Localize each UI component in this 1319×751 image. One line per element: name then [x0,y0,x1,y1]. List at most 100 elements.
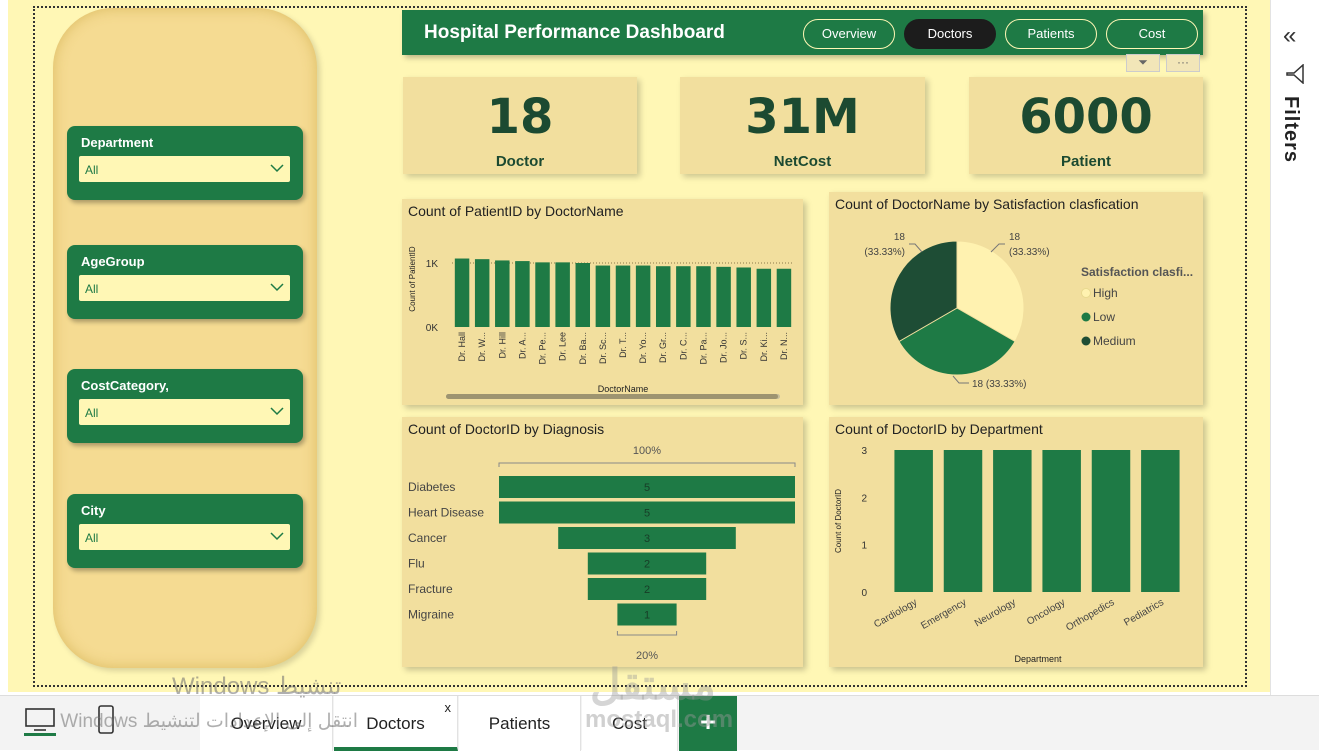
bar [575,263,591,327]
chevron-down-icon[interactable] [270,403,284,422]
nav-doctors-button[interactable]: Doctors [904,19,996,49]
filters-label: Filters [1280,96,1302,164]
chevron-down-icon[interactable] [270,160,284,179]
data-label: 1 [644,610,650,622]
bar [736,267,751,327]
more-options-icon[interactable]: ··· [1166,54,1200,72]
mobile-view-icon[interactable] [97,704,115,741]
funnel-bar [617,603,677,626]
filters-pane[interactable]: « Filters [1270,0,1319,695]
category-label: Heart Disease [408,506,484,520]
kpi-value: 31M [745,89,860,145]
x-tick-label: Dr. Ki... [759,332,769,362]
chart-card-diagnosis[interactable]: Count of DoctorID by Diagnosis 100% 5 Diab… [402,417,803,667]
chart-card-satisfaction[interactable]: Count of DoctorName by Satisfaction clas… [829,192,1203,405]
legend-entry: High [1093,286,1118,300]
nav-cost-button[interactable]: Cost [1106,19,1198,49]
bar [495,260,510,327]
category-label: Cancer [408,531,447,545]
x-axis-label: Department [1014,654,1062,664]
slicer-city[interactable]: City All [67,494,303,568]
bar [635,265,651,327]
nav-patients-button[interactable]: Patients [1005,19,1097,49]
x-tick-label: Dr. T... [618,332,628,358]
chart-title: Count of PatientID by DoctorName [408,203,624,219]
x-tick-label: Dr. W... [477,332,487,362]
funnel-chart-diagnosis: 100% 5 Diabetes 5 Heart Disease 3 Cancer 2 Flu 2 F… [408,445,796,662]
x-tick-label: Dr. S... [739,332,749,360]
y-tick-label: 1 [861,541,867,552]
filter-icon[interactable] [1284,63,1306,89]
desktop-view-icon[interactable] [24,706,56,736]
slicer-title: Department [81,135,154,150]
bar [894,450,933,592]
x-tick-label: Oncology [1025,597,1067,628]
bar [676,266,691,327]
x-tick-label: Dr. C... [678,332,688,360]
x-tick-label: Dr. Gr... [658,332,668,363]
x-tick-label: Dr. Lee [558,332,568,361]
funnel-bracket [616,631,678,636]
chevron-down-icon[interactable] [270,279,284,298]
funnel-top-label: 100% [633,445,661,457]
bar [454,258,470,327]
y-tick-label: 3 [861,446,867,457]
chart-title: Count of DoctorID by Diagnosis [408,421,605,437]
bar [776,268,792,327]
x-tick-label: Dr. Ba... [578,332,588,365]
collapse-chevrons-icon[interactable]: « [1283,22,1297,49]
add-page-button[interactable]: + [679,696,737,751]
data-label: 18 [1009,232,1021,243]
x-tick-label: Dr. N... [779,332,789,360]
tab-patients[interactable]: Patients [459,696,581,751]
y-tick-label: 2 [861,493,867,504]
slicer-dropdown[interactable]: All [79,275,290,301]
filter-visual-icon[interactable]: ⏷ [1126,54,1160,72]
pie-slice [898,307,1016,376]
legend-marker [1081,288,1091,298]
data-label: 2 [644,584,650,596]
chart-card-patients-by-doctor[interactable]: Count of PatientID by DoctorName 1K 0K Cou… [402,199,803,405]
bar [535,262,550,327]
x-axis-label: DoctorName [598,384,649,394]
x-tick-label: Dr. Jo... [719,332,729,363]
slicer-title: CostCategory, [81,378,169,393]
kpi-value: 18 [486,89,554,145]
data-label: 18 [894,232,906,243]
close-tab-icon[interactable]: x [444,700,452,715]
chart-title: Count of DoctorID by Department [835,421,1043,437]
dashboard-header: Hospital Performance Dashboard Overview … [402,10,1203,55]
y-tick-label: 0 [861,588,867,599]
slicer-dropdown[interactable]: All [79,156,290,182]
y-tick-label: 0K [426,323,439,334]
kpi-card-netcost: 31M NetCost [680,77,925,174]
kpi-card-patient: 6000 Patient [969,77,1203,174]
slicer-agegroup[interactable]: AgeGroup All [67,245,303,319]
nav-overview-button[interactable]: Overview [803,19,895,49]
tab-overview[interactable]: Overview [200,696,333,751]
chevron-down-icon[interactable] [270,528,284,547]
x-tick-label: Dr. A... [517,332,527,359]
bar [474,259,490,327]
tab-cost[interactable]: Cost [582,696,678,751]
x-tick-label: Emergency [919,597,968,632]
chart-card-department[interactable]: Count of DoctorID by Department 0 1 2 3 Coun… [829,417,1203,667]
slicer-department[interactable]: Department All [67,126,303,200]
x-tick-label: Dr. Hall [457,332,467,362]
data-label: 3 [644,533,650,545]
funnel-bar [499,476,795,498]
slicer-dropdown[interactable]: All [79,524,290,550]
bar [993,450,1032,592]
legend-marker [1081,312,1091,322]
slicer-panel [53,8,317,668]
x-tick-label: Cardiology [872,597,919,630]
bar [595,265,611,327]
slicer-dropdown[interactable]: All [79,399,290,425]
x-tick-label: Dr. Hill [497,332,507,359]
bar-chart-doctors: 1K 0K Count of PatientID Dr. Hall Dr. W... Dr… [408,246,794,399]
tab-doctors[interactable]: Doctors x [334,696,458,751]
kpi-card-doctor: 18 Doctor [403,77,637,174]
kpi-label: NetCost [773,153,832,170]
slicer-costcategory[interactable]: CostCategory, All [67,369,303,443]
kpi-value: 6000 [1019,89,1153,145]
